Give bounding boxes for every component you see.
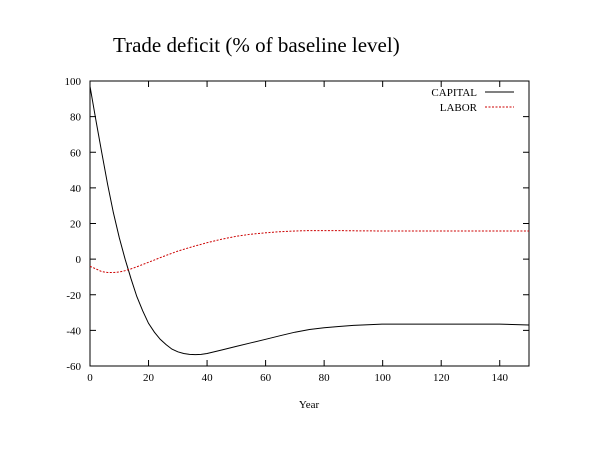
y-tick-label: 60 [70, 147, 82, 159]
x-axis-label: Year [299, 399, 320, 411]
x-tick-label: 40 [202, 372, 214, 384]
series-line-labor [89, 230, 529, 273]
y-tick-label: -60 [66, 361, 81, 373]
legend-label-labor: LABOR [440, 102, 478, 114]
y-tick-label: 80 [70, 112, 82, 124]
legend: CAPITAL LABOR [431, 87, 514, 114]
axis-ticks: 0 20 40 60 80 100 120 140 -60 -40 -20 0 20 40 60 80 100 [65, 76, 529, 384]
x-tick-label: 0 [87, 372, 93, 384]
x-tick-label: 120 [433, 372, 450, 384]
y-tick-label: -20 [66, 290, 81, 302]
x-tick-label: 20 [143, 372, 155, 384]
chart-title: Trade deficit (% of baseline level) [113, 33, 400, 57]
y-tick-label: 0 [76, 254, 82, 266]
y-tick-label: -40 [66, 325, 81, 337]
x-tick-label: 140 [491, 372, 508, 384]
legend-label-capital: CAPITAL [431, 87, 477, 99]
x-tick-label: 60 [260, 372, 272, 384]
x-tick-label: 80 [319, 372, 331, 384]
series-group [89, 86, 530, 356]
x-tick-label: 100 [374, 372, 391, 384]
plot-frame [89, 80, 530, 367]
y-tick-label: 20 [70, 219, 82, 231]
y-tick-label: 40 [70, 183, 82, 195]
y-tick-label: 100 [65, 76, 82, 88]
series-line-capital [89, 86, 530, 356]
